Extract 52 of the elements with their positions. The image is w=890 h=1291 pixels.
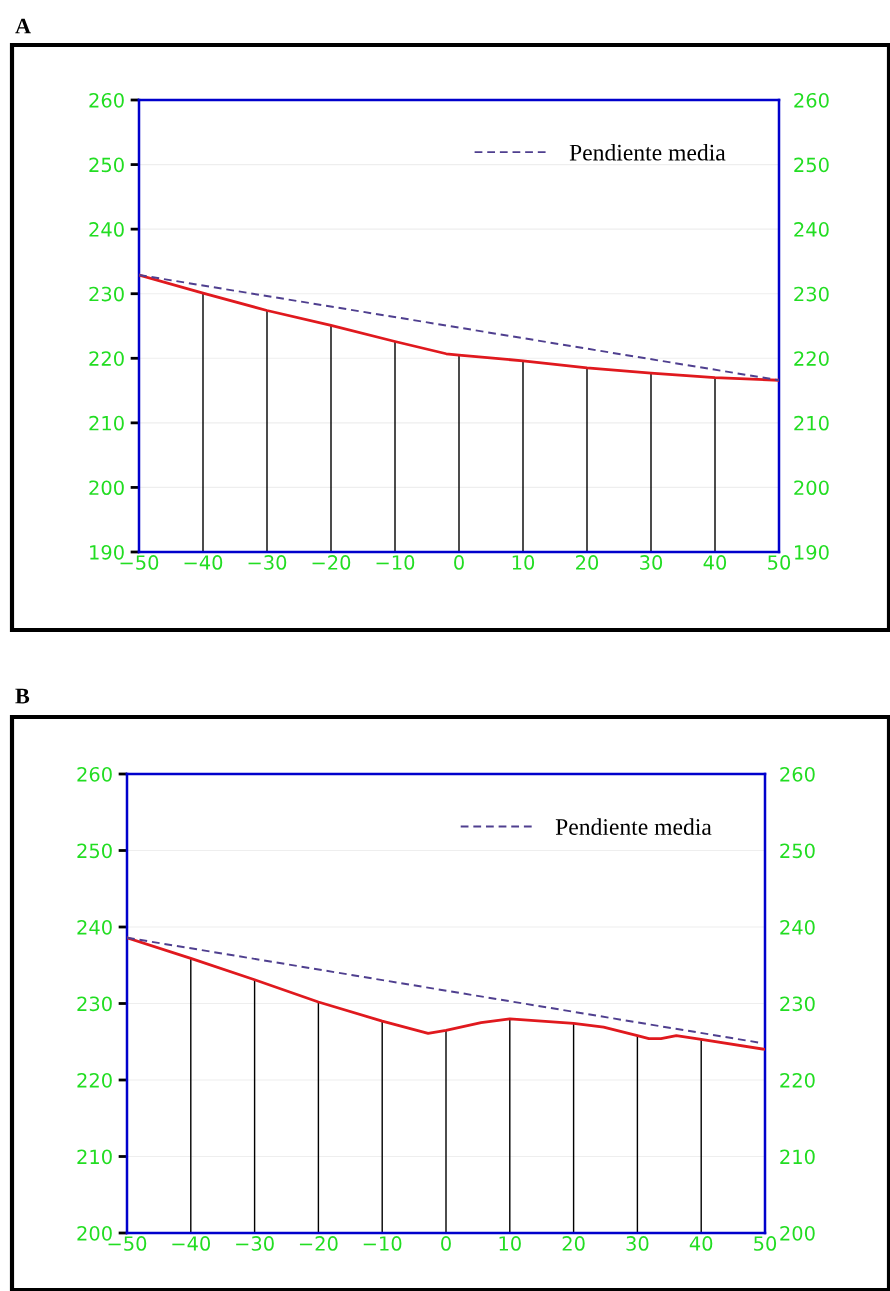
y-tick-label: 200 bbox=[89, 480, 124, 496]
legend-label: Pendiente media bbox=[555, 818, 712, 835]
y2-tick-label: 240 bbox=[780, 919, 815, 935]
x-tick-label: 50 bbox=[754, 1236, 777, 1251]
x-tick-label: −20 bbox=[299, 1236, 338, 1251]
y2-tick-label: 210 bbox=[780, 1149, 815, 1165]
x-tick-label: 40 bbox=[703, 555, 727, 570]
x-tick-label: −30 bbox=[236, 1236, 274, 1251]
y-tick-label: 210 bbox=[77, 1149, 112, 1165]
x-tick-label: 0 bbox=[454, 555, 464, 570]
x-tick-label: 0 bbox=[441, 1236, 451, 1251]
y-tick-label: 240 bbox=[89, 222, 124, 237]
y-tick-label: 240 bbox=[77, 919, 112, 935]
chart-title: A bbox=[15, 18, 31, 34]
x-tick-label: 10 bbox=[512, 555, 535, 570]
y-tick-label: 230 bbox=[77, 996, 112, 1012]
x-tick-label: −40 bbox=[184, 555, 223, 570]
x-tick-label: 30 bbox=[640, 555, 663, 570]
x-tick-label: 50 bbox=[768, 555, 791, 570]
y2-tick-label: 250 bbox=[780, 843, 815, 859]
x-tick-label: −40 bbox=[172, 1236, 211, 1251]
y-tick-label: 260 bbox=[89, 92, 124, 108]
x-tick-label: 30 bbox=[626, 1236, 649, 1251]
x-tick-label: 40 bbox=[689, 1236, 713, 1251]
y2-tick-label: 230 bbox=[794, 286, 829, 302]
y2-tick-label: 190 bbox=[795, 544, 829, 560]
y2-tick-label: 260 bbox=[794, 92, 829, 108]
y2-tick-label: 200 bbox=[794, 480, 829, 496]
x-tick-label: −30 bbox=[248, 555, 287, 570]
y-tick-label: 220 bbox=[89, 351, 124, 366]
y-tick-label: 230 bbox=[89, 286, 124, 302]
y2-tick-label: 220 bbox=[780, 1072, 815, 1088]
y2-tick-label: 220 bbox=[794, 351, 829, 366]
x-tick-label: 20 bbox=[562, 1236, 585, 1251]
y2-tick-label: 230 bbox=[780, 996, 815, 1012]
x-tick-label: −10 bbox=[363, 1236, 402, 1251]
y-tick-label: 250 bbox=[77, 843, 112, 859]
y-tick-label: 210 bbox=[89, 415, 124, 431]
x-tick-label: −20 bbox=[312, 555, 351, 570]
y2-tick-label: 210 bbox=[794, 415, 829, 431]
legend-label: Pendiente media bbox=[569, 143, 726, 161]
y-tick-label: 250 bbox=[89, 157, 124, 173]
chart-title: B bbox=[15, 688, 30, 704]
x-tick-label: 10 bbox=[499, 1236, 521, 1251]
y2-tick-label: 240 bbox=[794, 222, 829, 237]
x-tick-label: 20 bbox=[576, 555, 599, 570]
y2-tick-label: 250 bbox=[794, 157, 829, 173]
x-tick-label: −10 bbox=[376, 555, 415, 570]
y2-tick-label: 260 bbox=[780, 766, 815, 782]
y-tick-label: 260 bbox=[77, 766, 112, 782]
y2-tick-label: 200 bbox=[780, 1225, 815, 1241]
y-tick-label: 220 bbox=[77, 1072, 112, 1088]
